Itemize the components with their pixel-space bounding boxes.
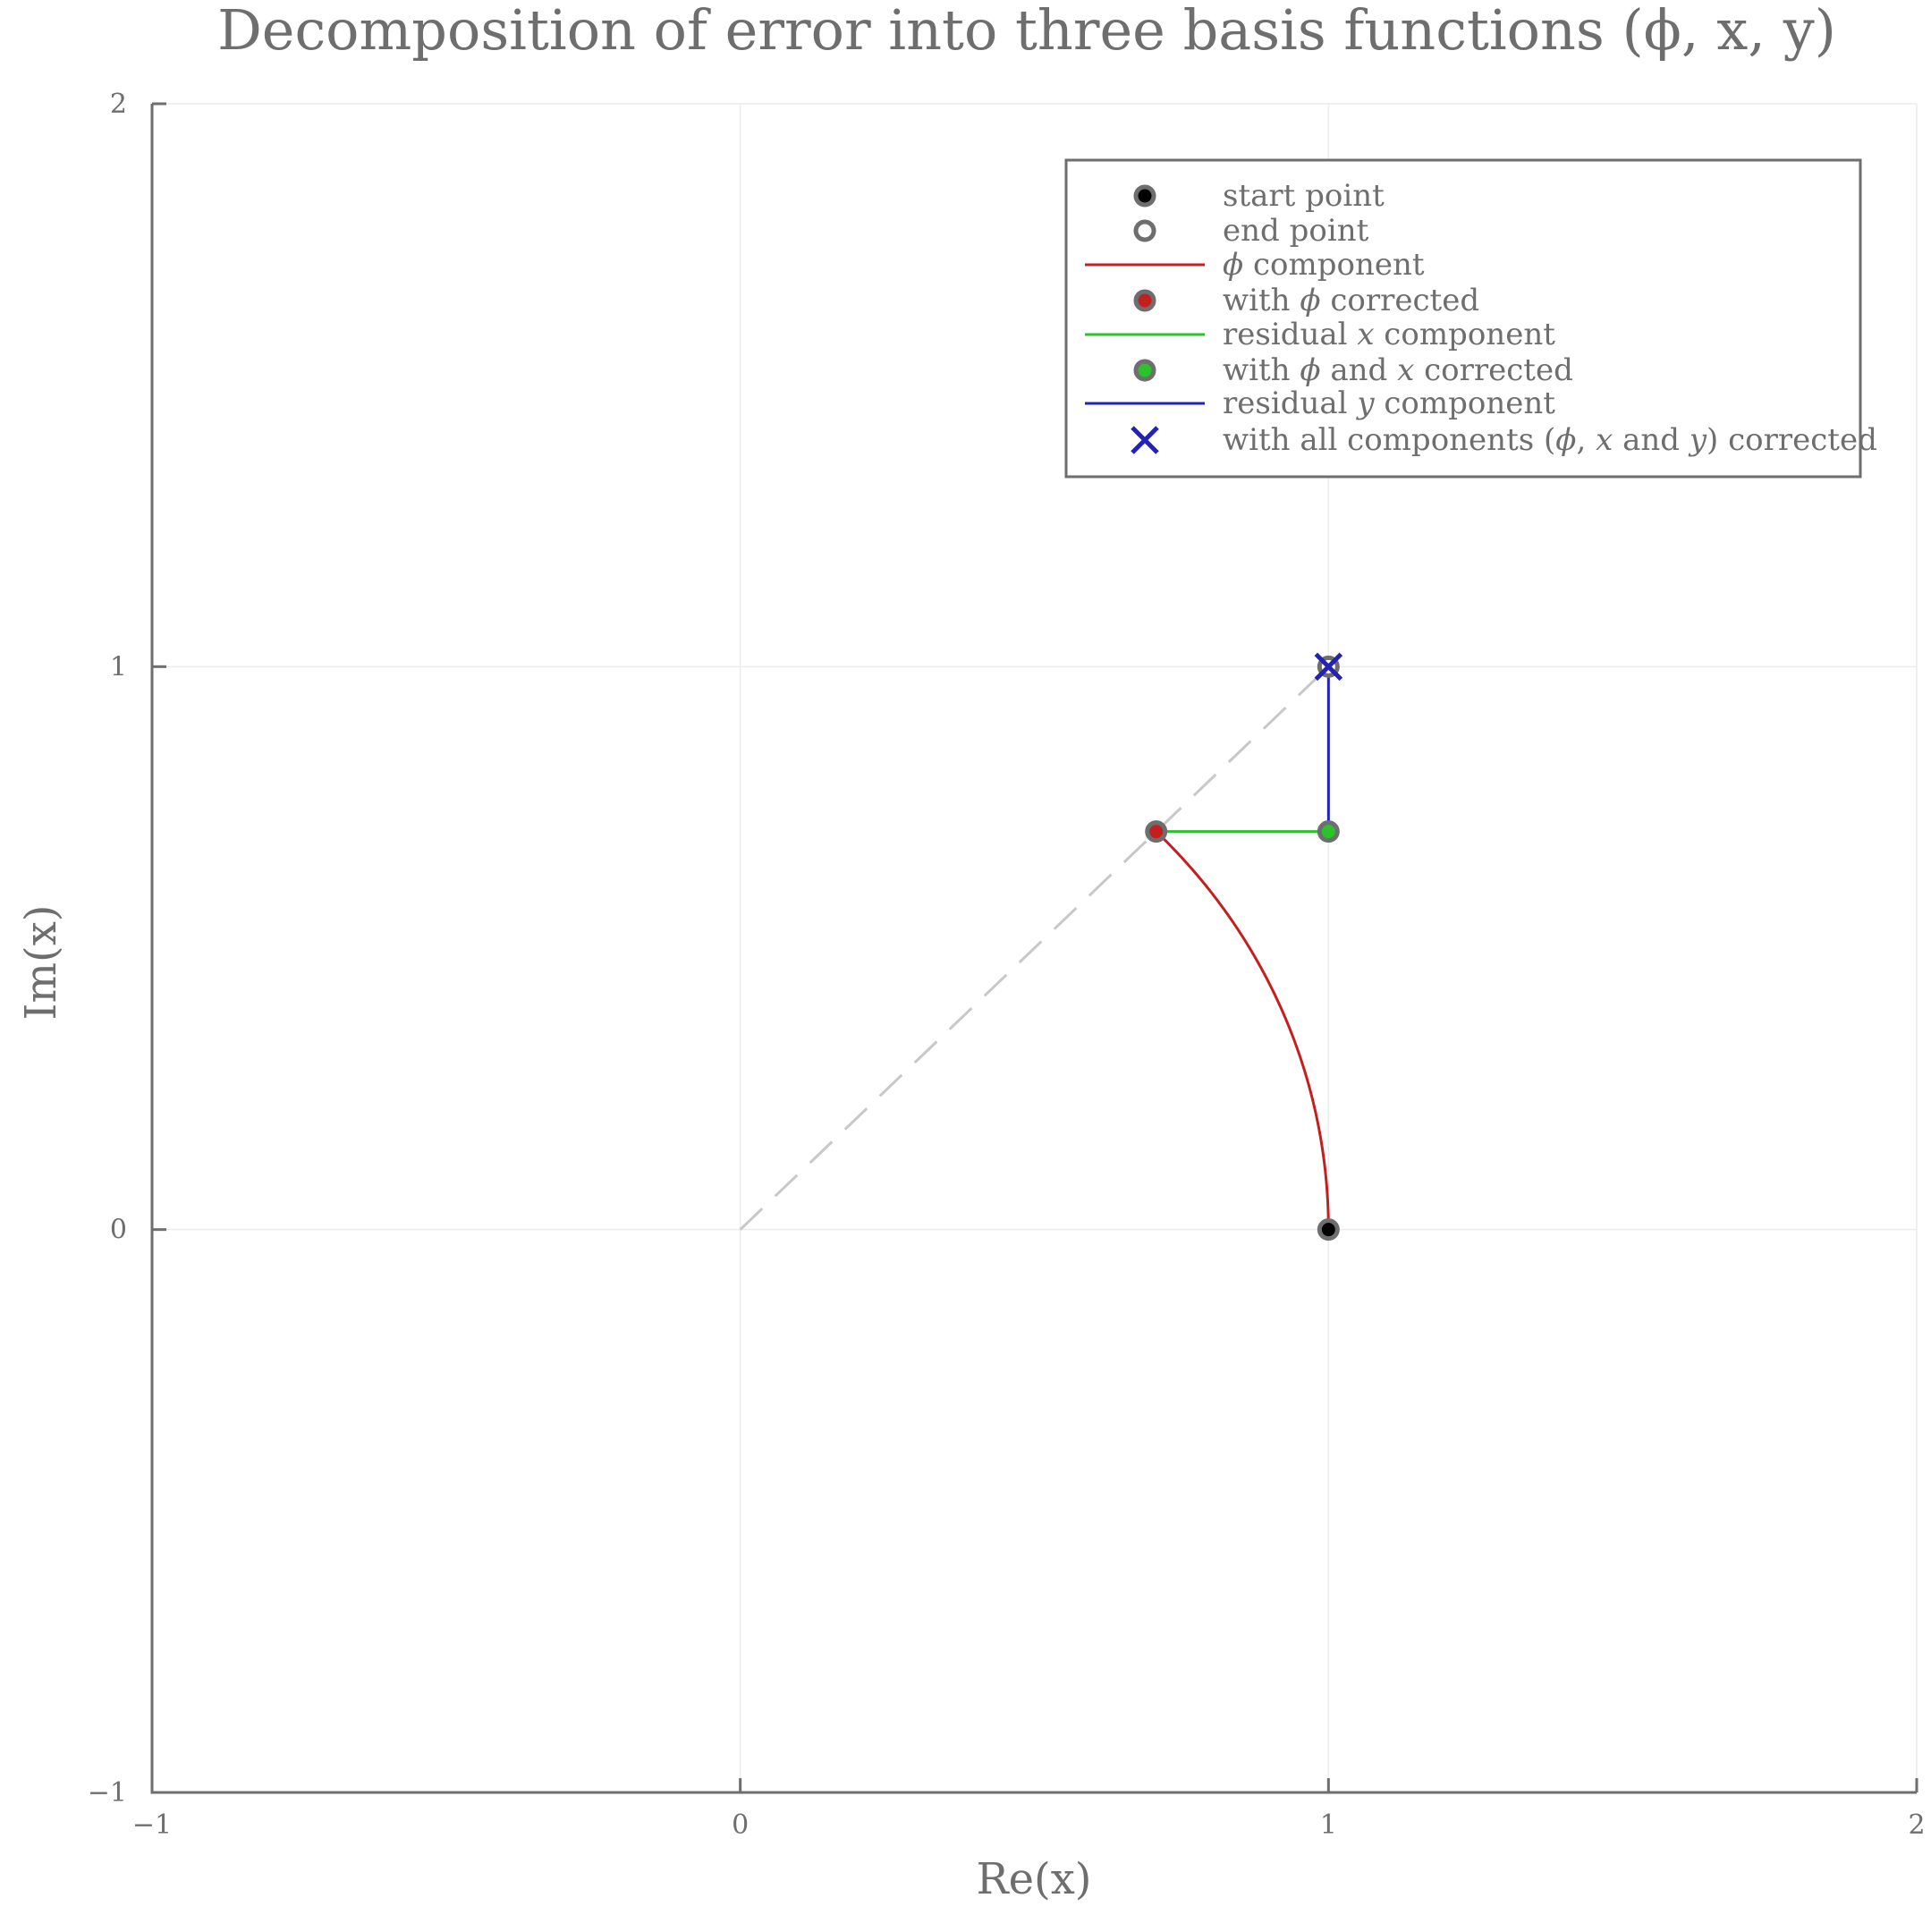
legend-symbol <box>1133 359 1156 382</box>
legend-entry-label: start point <box>1223 178 1385 214</box>
chart-title: Decomposition of error into three basis … <box>217 0 1836 63</box>
legend-symbol <box>1133 219 1156 242</box>
legend-entry-label: ϕ component <box>1223 247 1425 283</box>
axes <box>150 102 1918 1794</box>
legend-entry-label: end point <box>1223 213 1369 249</box>
legend-marker <box>1133 289 1156 312</box>
legend-entry-label: with ϕ corrected <box>1223 283 1479 318</box>
y-tick-label: −1 <box>88 1777 127 1809</box>
x-tick-label: −1 <box>132 1809 172 1841</box>
x-tick-label: 0 <box>732 1809 749 1841</box>
series-marker-7 <box>1314 652 1343 682</box>
y-tick-label: 1 <box>110 651 127 682</box>
y-tick-label: 2 <box>110 89 127 120</box>
legend-marker <box>1133 219 1156 242</box>
legend-symbol <box>1131 426 1159 454</box>
legend-symbol <box>1133 289 1156 312</box>
legend-symbol <box>1133 184 1156 208</box>
series-marker-3 <box>1145 820 1168 843</box>
legend-entry-label: with all components (ϕ, x and y) correct… <box>1223 422 1877 458</box>
y-axis-label: Im(x) <box>16 905 66 1021</box>
series-marker-0 <box>1317 1218 1340 1241</box>
series-marker-5 <box>1317 820 1340 843</box>
y-tick-label: 0 <box>110 1215 127 1246</box>
x-tick-label: 1 <box>1320 1809 1337 1841</box>
legend-entry-label: residual y component <box>1223 386 1555 421</box>
legend-marker <box>1133 359 1156 382</box>
legend-marker <box>1133 184 1156 208</box>
legend-box <box>1064 158 1862 479</box>
legend-entry-label: with ϕ and x corrected <box>1223 352 1573 388</box>
phi-component-arc <box>1155 830 1330 1230</box>
reference-diagonal-line <box>739 665 1330 1231</box>
x-tick-label: 2 <box>1908 1809 1925 1841</box>
legend-entry-label: residual x component <box>1223 317 1555 352</box>
tick-labels: −1 0 1 2 −1 0 1 2 <box>88 89 1926 1841</box>
x-axis-label: Re(x) <box>976 1854 1091 1904</box>
legend-marker <box>1131 426 1159 454</box>
plot-area <box>739 652 1343 1241</box>
